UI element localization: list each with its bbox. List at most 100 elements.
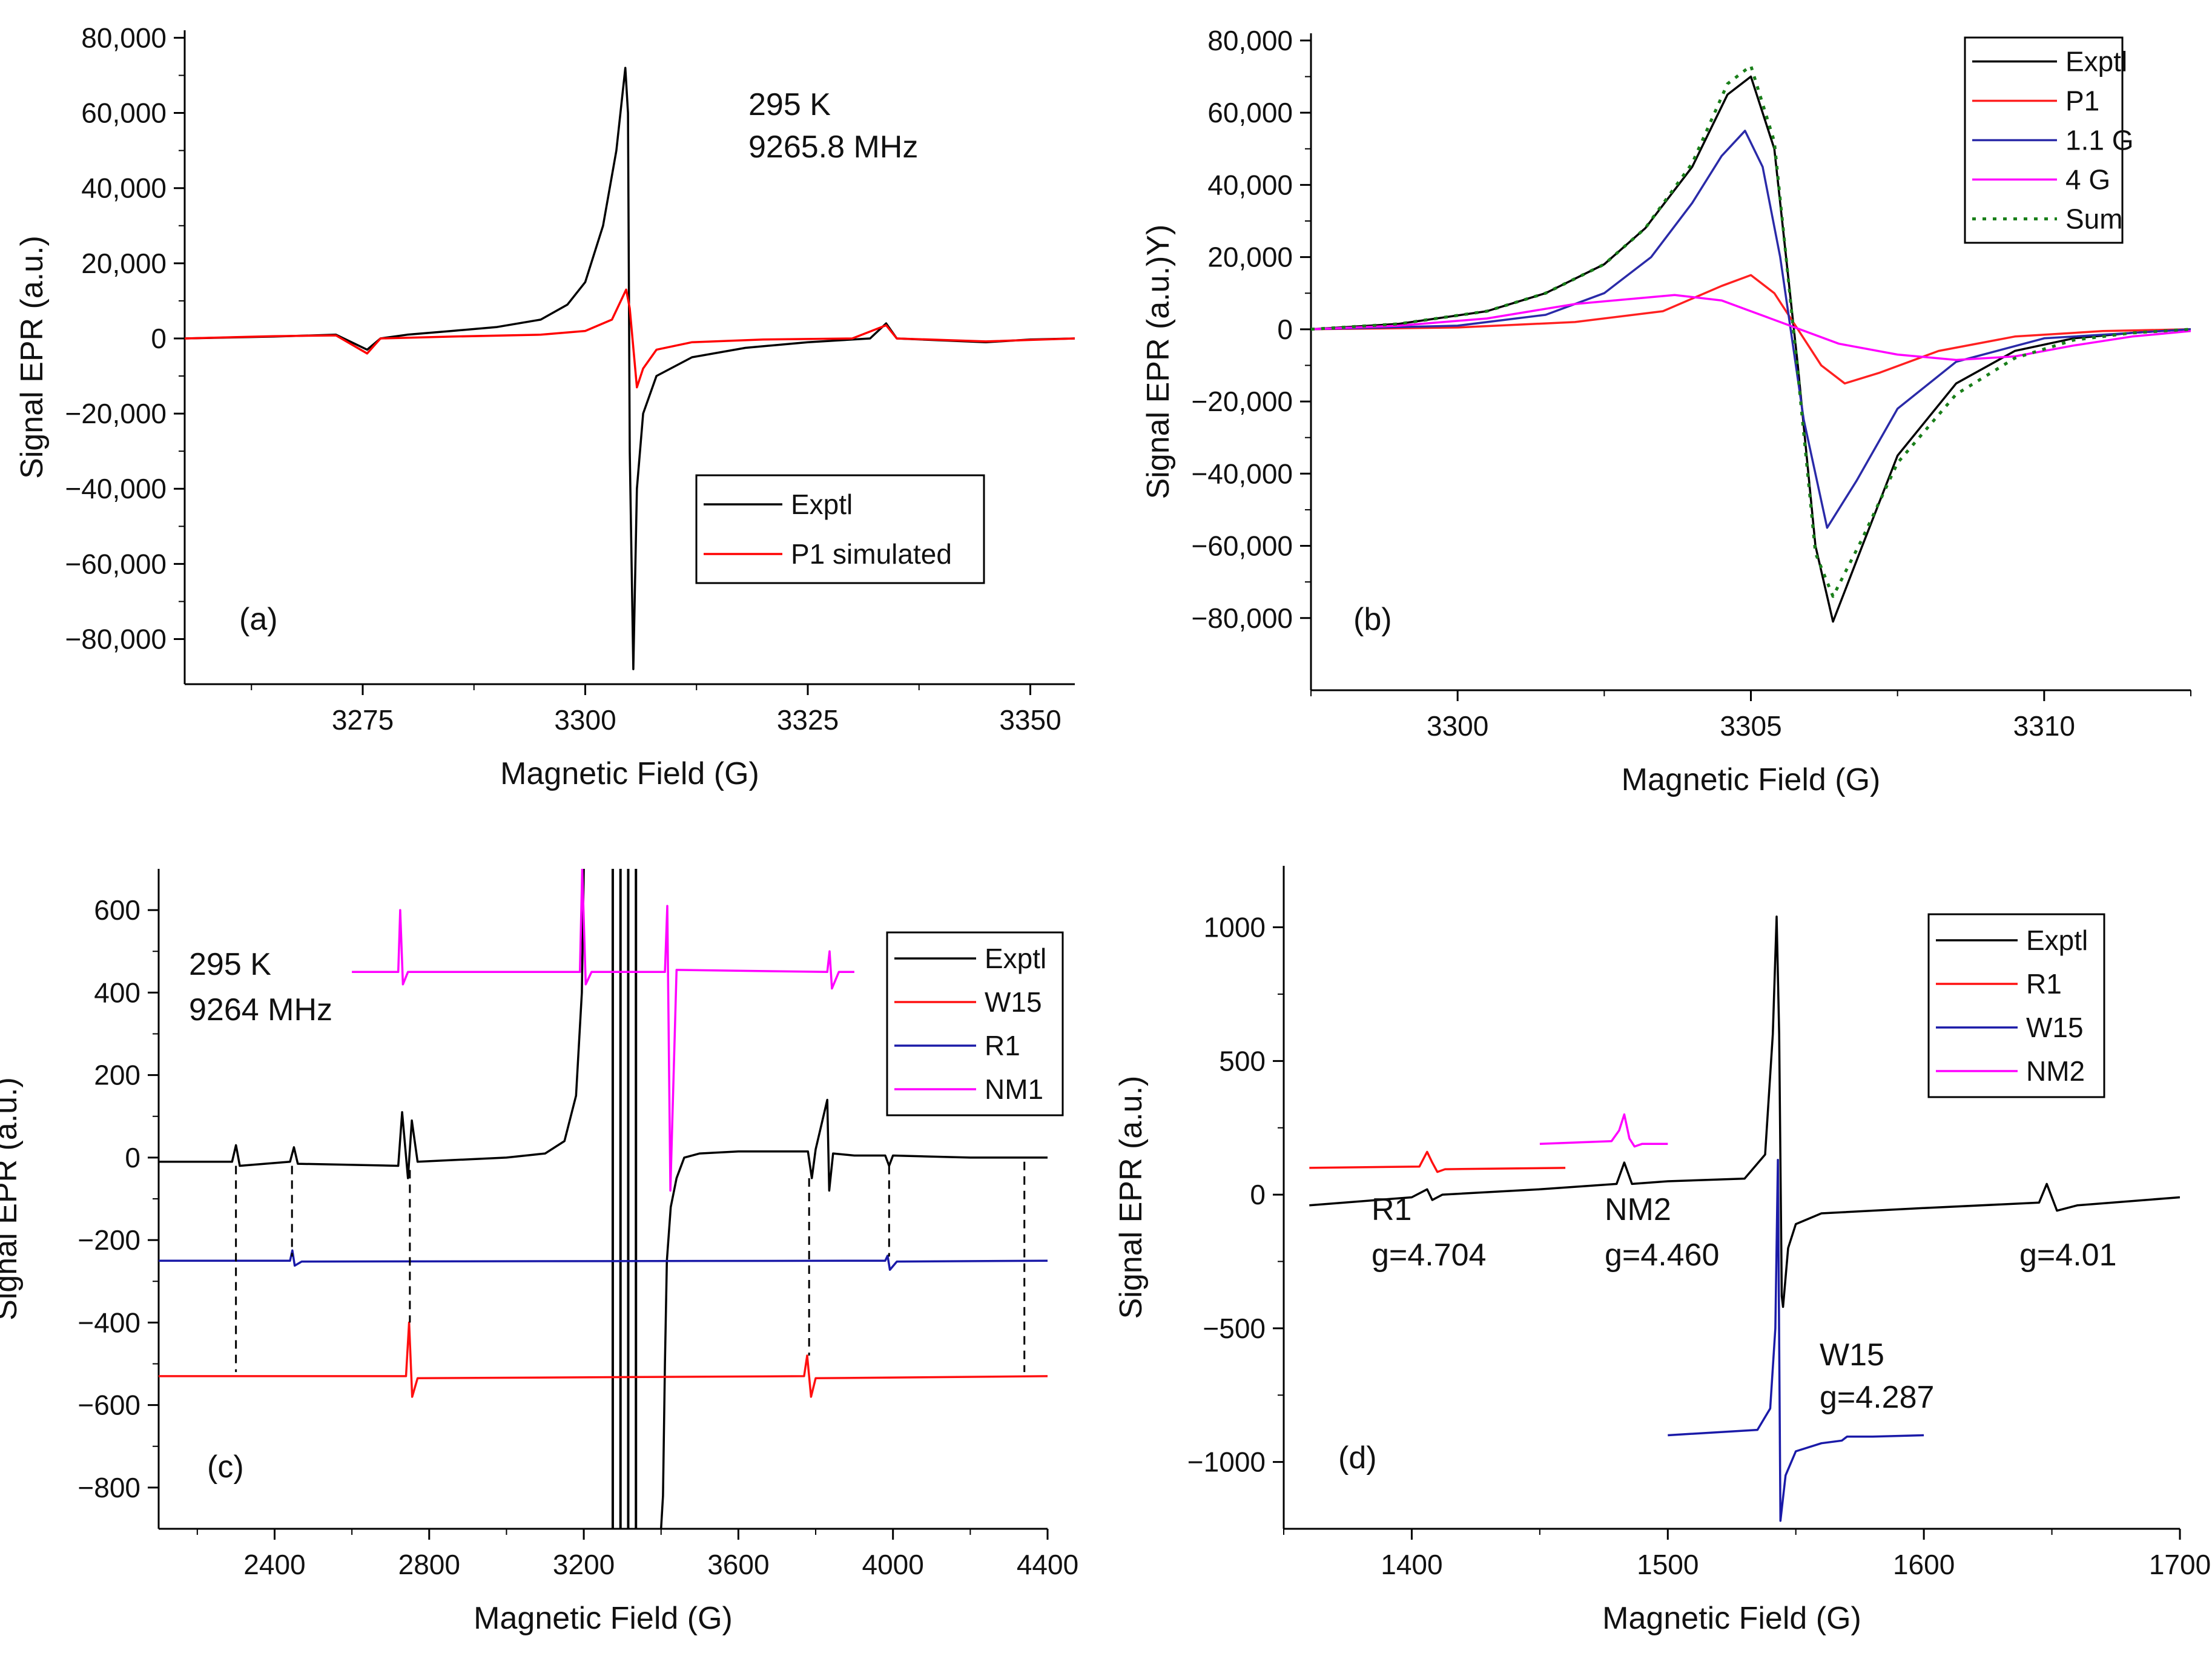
legend-box <box>1927 913 2105 1098</box>
y-tick-label: 80,000 <box>1207 25 1293 56</box>
y-tick-label: −20,000 <box>1191 386 1293 417</box>
y-tick-label: 60,000 <box>81 97 167 129</box>
annotation: NM2 <box>1605 1192 1671 1227</box>
x-axis-label: Magnetic Field (G) <box>474 1601 733 1636</box>
legend-label: 4 G <box>2065 164 2110 196</box>
legend-label: Exptl <box>791 489 853 520</box>
x-tick-label: 3310 <box>2013 710 2075 742</box>
y-tick-label: −60,000 <box>1191 530 1293 562</box>
series-line-exptl <box>159 869 585 1179</box>
y-tick-label: 0 <box>1250 1179 1266 1210</box>
annotation: g=4.704 <box>1372 1238 1486 1273</box>
x-tick-label: 3200 <box>553 1549 615 1580</box>
series-line-1-1-g <box>1311 130 2191 529</box>
series-line-sum <box>1311 64 2191 598</box>
x-tick-label: 1500 <box>1637 1549 1699 1580</box>
y-tick-label: 600 <box>94 894 140 926</box>
legend-label: Sum <box>2065 203 2123 235</box>
legend-label: R1 <box>985 1030 1020 1061</box>
chart-panel-1: −80,000 −60,000 −40,000 −20,000 0 20,000 40,00… <box>15 22 1075 791</box>
y-tick-label: 80,000 <box>81 22 167 53</box>
x-tick-label: 1400 <box>1381 1549 1442 1580</box>
y-tick-label: 40,000 <box>1207 169 1293 200</box>
y-tick-label: −40,000 <box>1191 458 1293 489</box>
series-line-exptl <box>659 1098 1048 1529</box>
y-tick-label: 20,000 <box>1207 242 1293 273</box>
x-tick-label: 3305 <box>1720 710 1781 742</box>
x-tick-label: 3300 <box>1427 710 1488 742</box>
series-line-p1 <box>1311 274 2191 385</box>
annotation: g=4.287 <box>1820 1380 1934 1415</box>
annotation: 9264 MHz <box>189 992 332 1027</box>
series-line-4-g <box>1311 294 2191 361</box>
plot-area <box>1309 915 2180 1522</box>
annotation: (c) <box>207 1449 244 1485</box>
y-axis-label: Signal EPR (a.u.) <box>15 236 50 479</box>
y-tick-label: −1000 <box>1187 1446 1266 1478</box>
y-tick-label: 40,000 <box>81 173 167 204</box>
y-tick-label: 0 <box>125 1142 140 1173</box>
legend-label: NM1 <box>985 1073 1043 1105</box>
legend: Exptl P1 1.1 G 4 G Sum <box>1964 36 2134 244</box>
y-tick-label: 0 <box>151 323 167 354</box>
x-tick-label: 1600 <box>1893 1549 1955 1580</box>
annotation: g=4.460 <box>1605 1238 1719 1273</box>
x-tick-label: 3300 <box>554 704 616 736</box>
y-tick-label: 400 <box>94 977 140 1008</box>
y-tick-label: −800 <box>78 1472 140 1503</box>
legend-label: Exptl <box>985 943 1046 974</box>
y-tick-label: 200 <box>94 1060 140 1091</box>
x-tick-label: 1700 <box>2149 1549 2211 1580</box>
chart-panel-2: −80,000 −60,000 −40,000 −20,000 0 20,000 40,00… <box>1141 25 2191 797</box>
annotation: W15 <box>1820 1337 1884 1373</box>
y-axis-label: Signal EPR (a.u.)Y) <box>1141 225 1176 500</box>
y-tick-label: 1000 <box>1204 912 1266 943</box>
y-tick-label: −200 <box>78 1224 140 1256</box>
y-tick-label: −60,000 <box>65 548 167 579</box>
y-tick-label: −600 <box>78 1390 140 1421</box>
series-line-w15 <box>159 1321 1048 1398</box>
legend-box <box>695 474 985 584</box>
y-tick-label: −80,000 <box>65 624 167 655</box>
y-tick-label: 0 <box>1277 314 1293 345</box>
y-tick-label: −20,000 <box>65 398 167 429</box>
plot-area <box>1311 64 2191 623</box>
legend: Exptl P1 simulated <box>695 474 985 584</box>
series-line-exptl <box>1309 915 2180 1308</box>
legend-label: Exptl <box>2065 46 2127 77</box>
legend-label: P1 simulated <box>791 538 952 570</box>
y-tick-label: 60,000 <box>1207 97 1293 128</box>
y-tick-label: −500 <box>1203 1313 1266 1344</box>
x-tick-label: 3600 <box>707 1549 769 1580</box>
legend-label: W15 <box>2026 1012 2084 1043</box>
annotation: 9265.8 MHz <box>748 130 918 165</box>
y-tick-label: −80,000 <box>1191 602 1293 634</box>
annotation: 295 K <box>189 947 271 982</box>
series-line-w15 <box>1668 1158 1924 1522</box>
y-tick-label: 500 <box>1219 1045 1266 1077</box>
x-tick-label: 2800 <box>398 1549 460 1580</box>
series-line-r1 <box>1309 1150 1566 1173</box>
legend-label: W15 <box>985 986 1042 1018</box>
y-tick-label: −400 <box>78 1307 140 1338</box>
annotation: R1 <box>1372 1192 1411 1227</box>
x-tick-label: 4400 <box>1017 1549 1078 1580</box>
chart-panel-3: −800 −600 −400 −200 0 200 400 600 2400 2800 3200 36… <box>0 869 1078 1636</box>
plot-area <box>159 869 1048 1529</box>
x-tick-label: 3275 <box>332 704 394 736</box>
legend-label: P1 <box>2065 85 2099 117</box>
legend-label: 1.1 G <box>2065 125 2134 156</box>
y-axis-label: Signal EPR (a.u.) <box>0 1077 24 1321</box>
legend-box <box>886 931 1064 1116</box>
legend-label: R1 <box>2026 968 2062 1000</box>
x-tick-label: 3350 <box>999 704 1061 736</box>
annotation: (a) <box>239 602 278 637</box>
x-tick-label: 2400 <box>243 1549 305 1580</box>
annotation: (b) <box>1353 602 1392 637</box>
annotation: 295 K <box>748 87 831 122</box>
series-line-nm1 <box>352 869 854 1192</box>
y-tick-label: −40,000 <box>65 473 167 504</box>
series-line-p1-simulated <box>185 288 1075 389</box>
x-tick-label: 3325 <box>777 704 839 736</box>
